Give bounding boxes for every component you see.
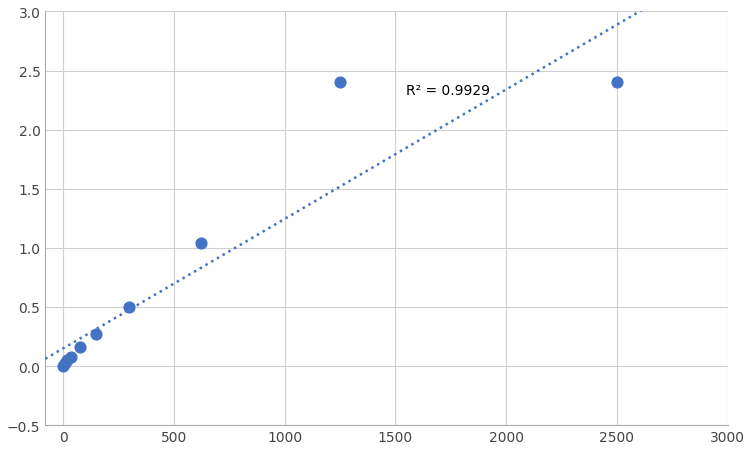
Point xyxy=(65,353,77,360)
Point xyxy=(123,304,135,311)
Point xyxy=(59,359,71,366)
Point xyxy=(57,363,69,370)
Point xyxy=(74,344,86,351)
Text: R² = 0.9929: R² = 0.9929 xyxy=(406,83,490,97)
Point xyxy=(334,79,346,87)
Point xyxy=(90,331,102,338)
Point xyxy=(196,240,208,247)
Point xyxy=(61,357,73,364)
Point xyxy=(611,79,623,87)
